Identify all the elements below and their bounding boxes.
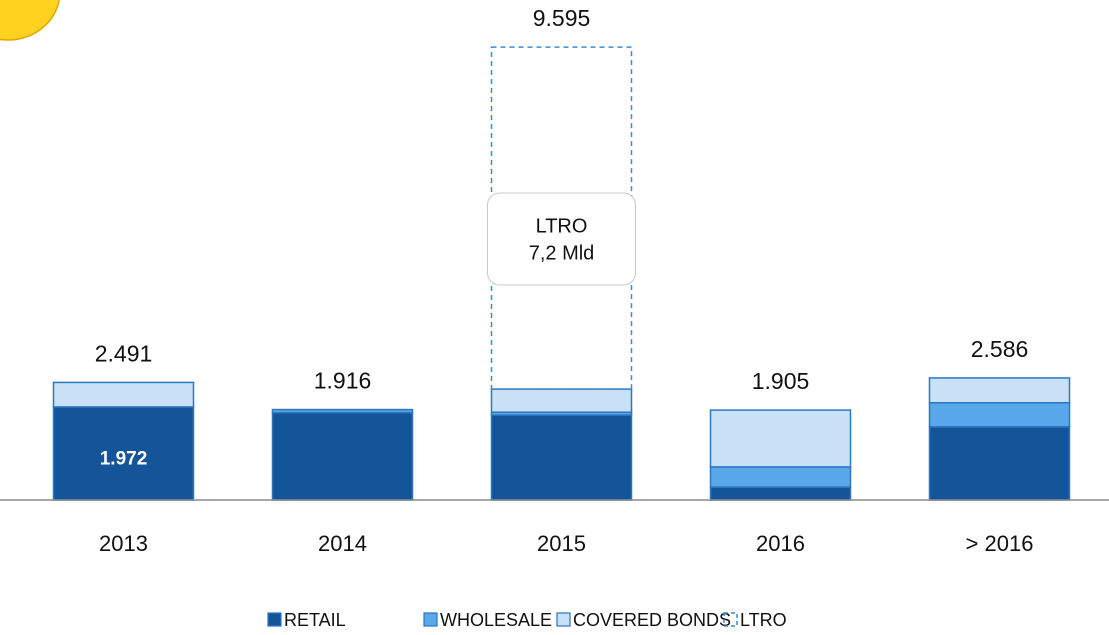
x-tick-label: 2013 <box>99 531 148 556</box>
bar-segment <box>928 426 1071 501</box>
bar-segment <box>709 409 852 468</box>
x-tick-label: 2016 <box>756 531 805 556</box>
bar-segment <box>928 402 1071 428</box>
bar-segment <box>271 408 414 414</box>
legend-swatch <box>267 612 282 627</box>
total-label: 2.586 <box>971 336 1029 362</box>
x-tick-label: 2014 <box>318 531 367 556</box>
bar-segment <box>490 388 633 413</box>
legend-swatch <box>556 612 571 627</box>
decoration-circle <box>0 0 61 41</box>
bar-segment <box>928 377 1071 404</box>
total-label: 1.916 <box>314 368 372 394</box>
annotation-box <box>487 192 636 286</box>
legend-label: LTRO <box>740 610 787 630</box>
value-label: 1.972 <box>100 448 148 469</box>
bar-segment <box>709 466 852 488</box>
annotation-text: LTRO <box>536 215 588 237</box>
total-label: 1.905 <box>752 368 810 394</box>
bar-segment <box>709 486 852 501</box>
x-tick-label: 2015 <box>537 531 586 556</box>
total-label: 9.595 <box>533 5 591 31</box>
bar-segment <box>52 381 195 408</box>
legend-swatch <box>423 612 438 627</box>
total-label: 2.491 <box>95 341 153 367</box>
bar-segment <box>490 414 633 501</box>
bar-segment <box>271 411 414 501</box>
legend-swatch <box>723 612 738 627</box>
bar-segment <box>52 406 195 501</box>
legend-label: RETAIL <box>284 610 346 630</box>
legend-label: COVERED BONDS <box>573 610 731 630</box>
x-tick-label: > 2016 <box>966 531 1034 556</box>
annotation-text: 7,2 Mld <box>529 242 595 264</box>
legend-label: WHOLESALE <box>440 610 552 630</box>
